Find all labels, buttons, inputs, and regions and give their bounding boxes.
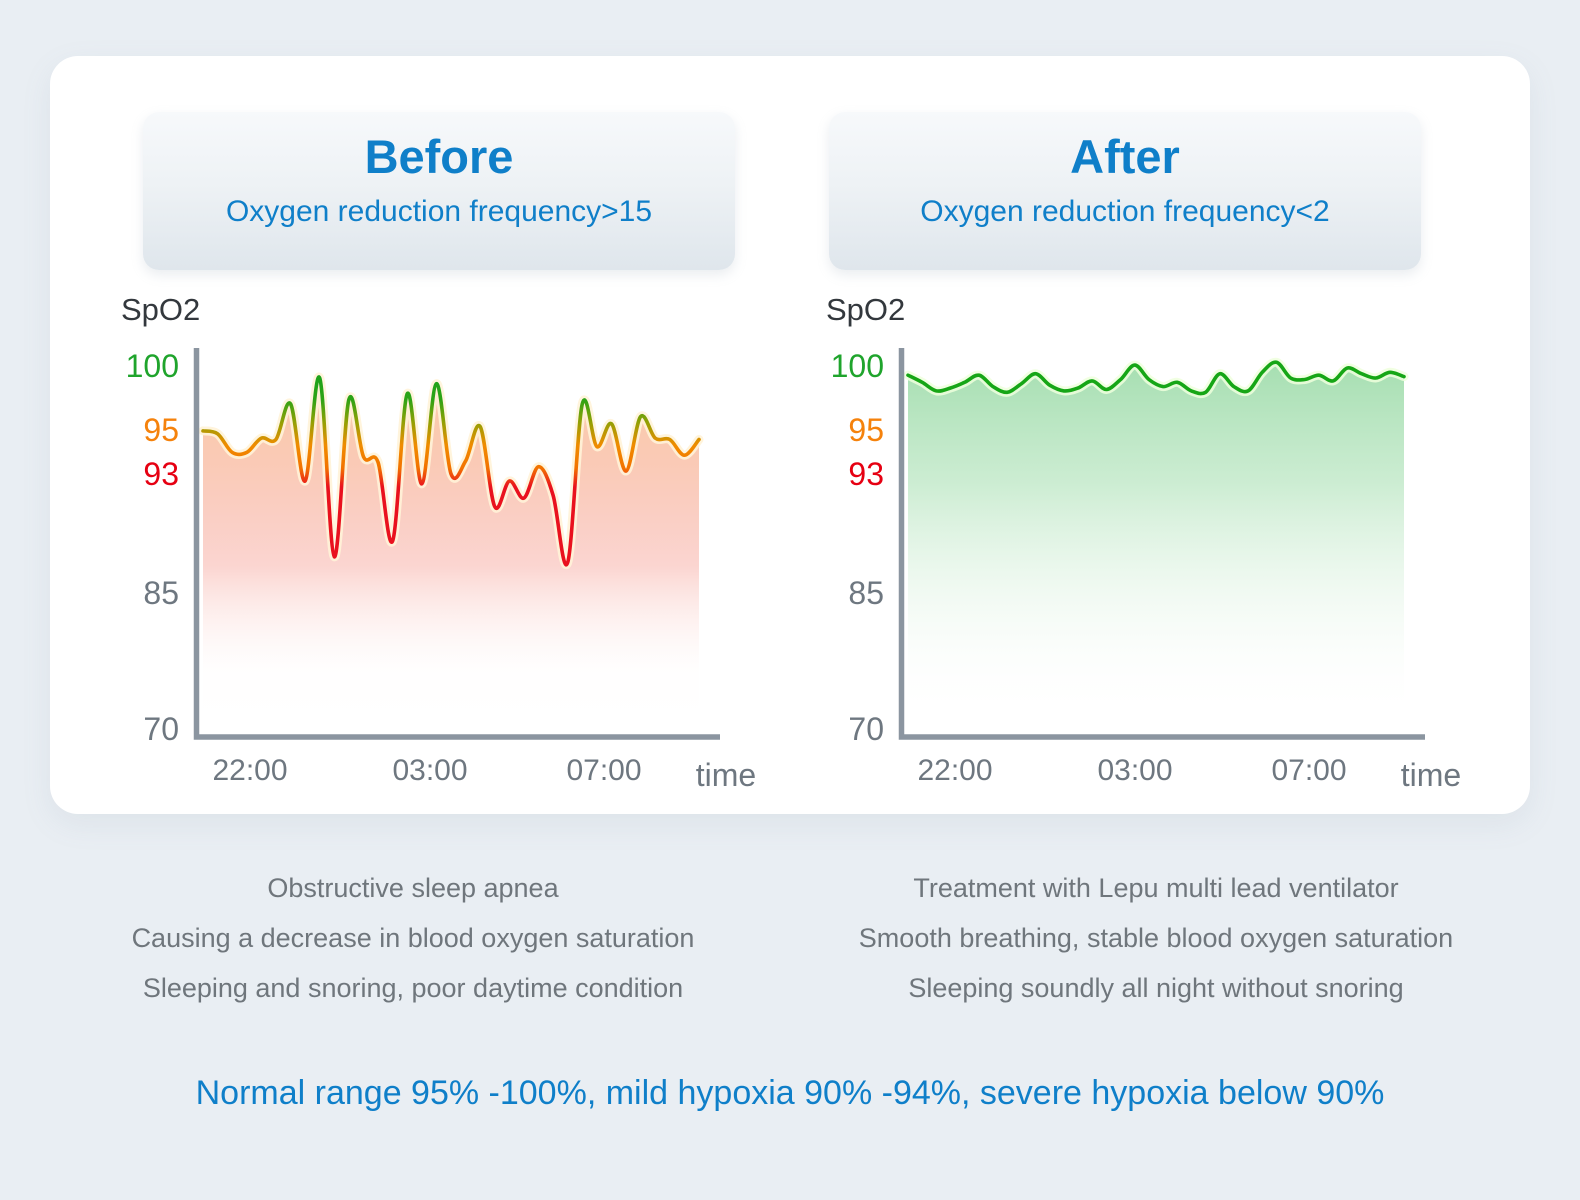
after-description-line-3: Sleeping soundly all night without snori…	[908, 973, 1404, 1003]
after-xtick-0700: 07:00	[1271, 754, 1347, 787]
after-header-badge: After Oxygen reduction frequency<2	[829, 112, 1421, 270]
after-xtick-2200: 22:00	[917, 754, 993, 787]
before-ytick-70: 70	[143, 711, 179, 747]
after-area-fill	[908, 362, 1404, 735]
before-x-axis-title: time	[695, 757, 757, 793]
before-ytick-93: 93	[143, 456, 179, 492]
after-x-axis-title: time	[1400, 757, 1462, 793]
after-title: After	[1070, 130, 1180, 183]
after-ytick-70: 70	[848, 711, 884, 747]
after-y-axis-title: SpO2	[826, 292, 906, 327]
before-xtick-0300: 03:00	[392, 754, 468, 787]
before-description-line-2: Causing a decrease in blood oxygen satur…	[131, 923, 695, 953]
before-ytick-85: 85	[143, 575, 179, 611]
before-xtick-0700: 07:00	[566, 754, 642, 787]
before-area-fill	[203, 377, 699, 735]
hypoxia-range-note: Normal range 95% -100%, mild hypoxia 90%…	[195, 1074, 1385, 1112]
before-spo2-line	[201, 375, 701, 567]
after-ytick-85: 85	[848, 575, 884, 611]
before-y-axis-title: SpO2	[121, 292, 201, 327]
after-axis	[898, 348, 1425, 740]
before-spo2-chart	[193, 348, 720, 740]
before-ytick-95: 95	[143, 412, 179, 448]
after-ytick-93: 93	[848, 456, 884, 492]
before-title: Before	[364, 130, 514, 183]
after-spo2-line	[906, 360, 1406, 396]
before-subtitle: Oxygen reduction frequency>15	[225, 195, 653, 228]
before-axis	[193, 348, 720, 740]
after-subtitle: Oxygen reduction frequency<2	[920, 195, 1330, 228]
before-xtick-2200: 22:00	[212, 754, 288, 787]
after-ytick-100: 100	[830, 348, 884, 384]
after-description-line-1: Treatment with Lepu multi lead ventilato…	[913, 873, 1399, 903]
after-spo2-chart	[898, 348, 1425, 740]
before-ytick-100: 100	[125, 348, 179, 384]
before-header-badge: Before Oxygen reduction frequency>15	[143, 112, 735, 270]
after-description-line-2: Smooth breathing, stable blood oxygen sa…	[858, 923, 1454, 953]
after-ytick-95: 95	[848, 412, 884, 448]
before-description-line-3: Sleeping and snoring, poor daytime condi…	[142, 973, 684, 1003]
after-xtick-0300: 03:00	[1097, 754, 1173, 787]
before-description-line-1: Obstructive sleep apnea	[267, 873, 559, 903]
